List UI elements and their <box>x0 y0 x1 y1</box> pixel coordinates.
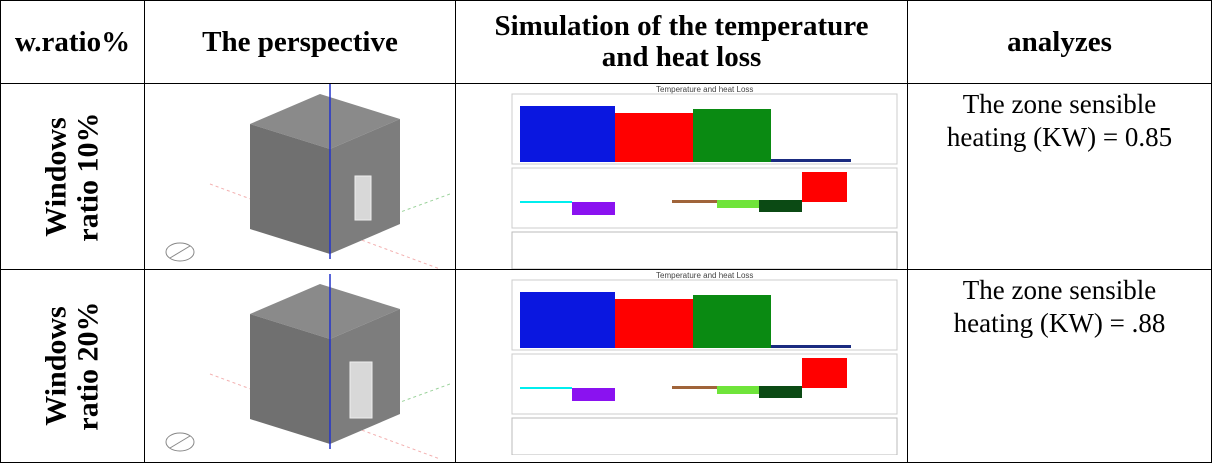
header-cell: w.ratio% <box>0 0 145 84</box>
row-label-cell: Windows ratio 10% <box>0 84 145 270</box>
simulation-cell: Temperature and heat Loss <box>456 84 908 270</box>
simulation-cell: Temperature and heat Loss <box>456 270 908 463</box>
simulation-title: Temperature and heat Loss <box>656 271 753 280</box>
analysis-text: The zone sensible heating (KW) = 0.85 <box>925 88 1195 154</box>
analysis-cell: The zone sensible heating (KW) = 0.85 <box>908 84 1212 270</box>
analysis-text: The zone sensible heating (KW) = .88 <box>925 274 1195 340</box>
header-text: The perspective <box>202 27 398 58</box>
row-label-cell: Windows ratio 20% <box>0 270 145 463</box>
header-cell: analyzes <box>908 0 1212 84</box>
header-text: Simulation of the temperature and heat l… <box>472 11 892 73</box>
header-cell: Simulation of the temperature and heat l… <box>456 0 908 84</box>
perspective-view <box>150 84 450 269</box>
simulation-chart <box>462 270 902 455</box>
row-label: Windows ratio 20% <box>41 295 105 438</box>
page: w.ratio% The perspective Simulation of t… <box>0 0 1212 463</box>
header-cell: The perspective <box>145 0 456 84</box>
perspective-view <box>150 274 450 459</box>
row-label: Windows ratio 10% <box>41 105 105 248</box>
simulation-chart <box>462 84 902 269</box>
perspective-cell <box>145 270 456 463</box>
analysis-cell: The zone sensible heating (KW) = .88 <box>908 270 1212 463</box>
header-text: w.ratio% <box>15 27 130 58</box>
simulation-title: Temperature and heat Loss <box>656 85 753 94</box>
header-text: analyzes <box>1007 27 1112 58</box>
perspective-cell <box>145 84 456 270</box>
